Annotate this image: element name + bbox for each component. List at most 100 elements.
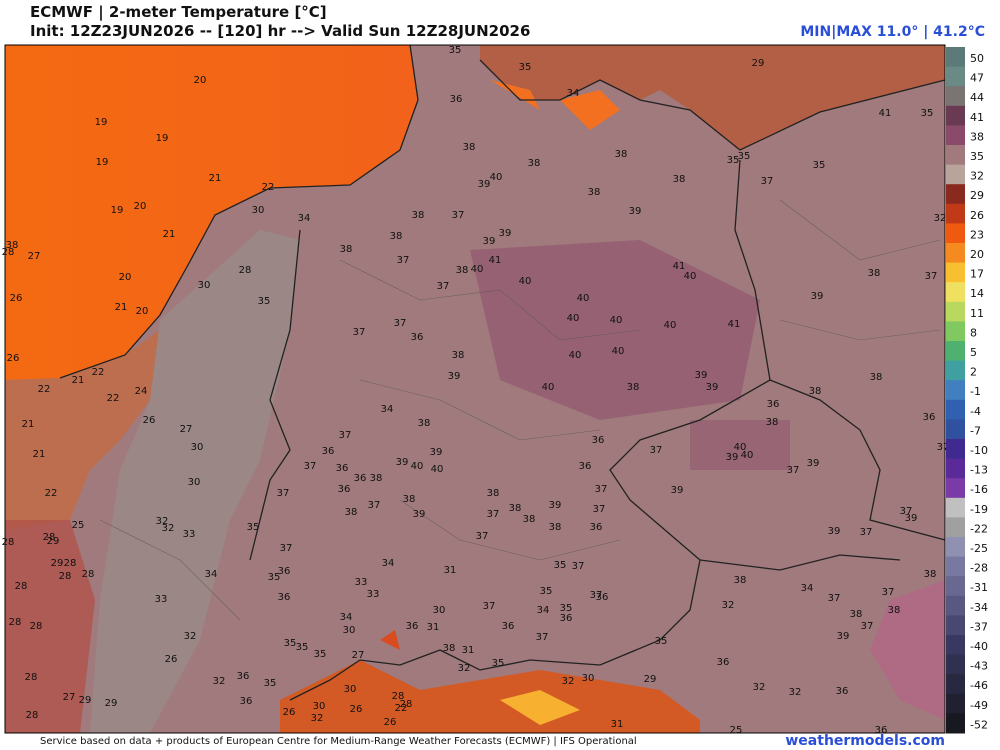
colorbar: 50 47 44 41 38 35 32 29 26 23 20 17 14 11 8 5 2 -1 -4 -7 -10… (946, 47, 988, 734)
colorbar-step (946, 301, 965, 322)
temp-label: 40 (569, 350, 582, 361)
temp-label: 36 (717, 657, 730, 668)
temp-label: 36 (278, 592, 291, 603)
temp-label: 38 (403, 494, 416, 505)
temp-label: 40 (741, 450, 754, 461)
colorbar-label: -31 (970, 581, 988, 594)
temp-label: 37 (353, 327, 366, 338)
temp-label: 39 (549, 500, 562, 511)
temp-label: 28 (43, 532, 56, 543)
colorbar-label: 47 (970, 72, 984, 85)
temp-label: 21 (209, 173, 222, 184)
temp-label: 38 (588, 187, 601, 198)
temp-label: 38 (418, 418, 431, 429)
temp-label: 35 (727, 155, 740, 166)
colorbar-label: -43 (970, 660, 988, 673)
temp-label: 32 (311, 713, 324, 724)
temp-label: 39 (837, 631, 850, 642)
temp-label: 27 (180, 424, 193, 435)
temp-label: 41 (728, 319, 741, 330)
temp-label: 28 (9, 617, 22, 628)
temp-label: 30 (433, 605, 446, 616)
map-frame (4, 44, 946, 734)
temp-label: 38 (456, 265, 469, 276)
temp-label: 22 (38, 384, 51, 395)
temp-label: 39 (430, 447, 443, 458)
temp-label: 38 (888, 605, 901, 616)
colorbar-label: -40 (970, 640, 988, 653)
temp-label: 40 (431, 464, 444, 475)
temp-label: 40 (734, 442, 747, 453)
temp-label: 38 (809, 386, 822, 397)
colorbar-step (946, 321, 965, 342)
colorbar-label: 17 (970, 268, 984, 281)
temp-label: 22 (45, 488, 58, 499)
temp-label: 35 (284, 638, 297, 649)
temp-label: 38 (463, 142, 476, 153)
temp-label: 28 (15, 581, 28, 592)
temp-label: 37 (828, 593, 841, 604)
colorbar-step (946, 635, 965, 656)
temp-label: 20 (119, 272, 132, 283)
temperature-labels: 20 19 19 19 21 19 20 21 20 21 20 22 30 34 28 30 35 38 38 37… (2, 45, 950, 736)
temp-label: 36 (237, 671, 250, 682)
temp-label: 38 (345, 507, 358, 518)
temp-label: 37 (277, 488, 290, 499)
temp-label: 36 (836, 686, 849, 697)
temp-label: 30 (344, 684, 357, 695)
temp-label: 35 (554, 560, 567, 571)
temp-label: 32 (213, 676, 226, 687)
temp-label: 37 (761, 176, 774, 187)
colorbar-step (946, 517, 965, 538)
temp-label: 38 (452, 350, 465, 361)
temp-label: 22 (395, 703, 408, 714)
colorbar-label: 38 (970, 130, 984, 143)
temp-label: 40 (411, 461, 424, 472)
colorbar-label: 32 (970, 170, 984, 183)
temp-label: 40 (567, 313, 580, 324)
temp-label: 37 (787, 465, 800, 476)
colorbar-label: 23 (970, 228, 984, 241)
temp-label: 33 (155, 594, 168, 605)
temp-label: 37 (394, 318, 407, 329)
colorbar-step (946, 282, 965, 303)
temp-label: 27 (352, 650, 365, 661)
colorbar-step (946, 595, 965, 616)
min-max: MIN|MAX 11.0° | 41.2°C (800, 24, 985, 40)
temp-label: 40 (490, 172, 503, 183)
temp-label: 34 (567, 88, 580, 99)
temp-label: 38 (6, 240, 19, 251)
temp-label: 28 (400, 699, 413, 710)
temp-label: 37 (536, 632, 549, 643)
temp-label: 38 (673, 174, 686, 185)
temp-label: 40 (612, 346, 625, 357)
temp-label: 38 (523, 514, 536, 525)
colorbar-step (946, 66, 965, 87)
temp-label: 26 (143, 415, 156, 426)
temp-label: 38 (766, 417, 779, 428)
temp-label: 35 (296, 642, 309, 653)
temp-label: 39 (811, 291, 824, 302)
temp-label: 32 (184, 631, 197, 642)
temp-label: 36 (322, 446, 335, 457)
temp-label: 36 (240, 696, 253, 707)
temp-label: 35 (449, 45, 462, 56)
temp-label: 35 (492, 658, 505, 669)
colorbar-step (946, 360, 965, 381)
colorbar-step (946, 223, 965, 244)
colorbar-step (946, 47, 965, 68)
temp-label: 38 (850, 609, 863, 620)
temp-label: 34 (801, 583, 814, 594)
temp-label: 35 (921, 108, 934, 119)
temp-label: 38 (390, 231, 403, 242)
temp-label: 32 (722, 600, 735, 611)
temp-label: 35 (247, 522, 260, 533)
temp-label: 26 (165, 654, 178, 665)
colorbar-label: 35 (970, 150, 984, 163)
temp-label: 19 (96, 157, 109, 168)
temp-label: 38 (868, 268, 881, 279)
temp-label: 25 (72, 520, 85, 531)
temp-label: 26 (283, 707, 296, 718)
temp-label: 35 (264, 678, 277, 689)
